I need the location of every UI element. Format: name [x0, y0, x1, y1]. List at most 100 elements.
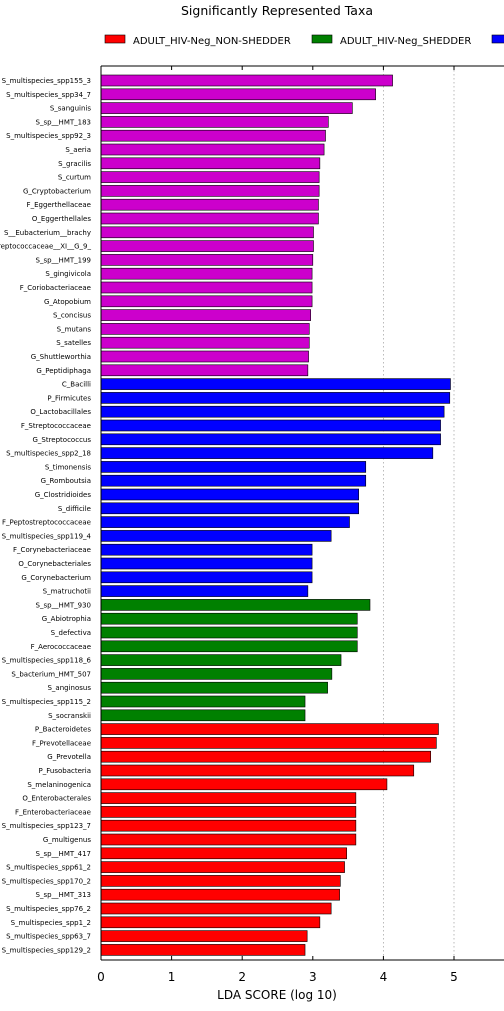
bar: [100, 198, 319, 211]
bar: [100, 392, 451, 404]
y-tick-label: F_Enterobacteriaceae: [15, 808, 91, 816]
legend-swatch: [491, 34, 504, 44]
y-tick-label: G_Clostridioides: [35, 491, 92, 499]
y-tick-label: S_matruchotii: [43, 588, 91, 596]
y-tick-label: S_multispecies_spp2_18: [6, 450, 91, 458]
bar: [100, 792, 357, 804]
y-tick-label: S_multispecies_spp34_7: [6, 91, 91, 99]
bar: [100, 806, 357, 818]
x-tick-label: 5: [450, 970, 458, 984]
y-tick-label: S_sanguinis: [50, 105, 92, 113]
y-tick-label: F_Streptococcaceae: [21, 422, 91, 430]
bar: [100, 502, 359, 515]
y-tick-label: Peptostreptococcaceae__XI__G_9_: [0, 243, 91, 251]
bar: [100, 612, 358, 625]
bar: [100, 254, 314, 266]
bar: [100, 861, 345, 873]
bar: [100, 171, 320, 183]
y-tick-label: S_sp__HMT_183: [36, 118, 91, 126]
y-tick-label: G_Romboutsia: [41, 477, 91, 485]
y-tick-label: G_Corynebacterium: [21, 574, 91, 582]
y-tick-label: F_Peptostreptococcaceae: [2, 519, 91, 527]
legend-label: ADULT_HIV-Neg_NON-SHEDDER: [133, 36, 291, 47]
y-tick-label: S_multispecies_spp118_6: [2, 657, 92, 665]
y-tick-label: S_gingivicola: [45, 270, 91, 278]
y-tick-label: S_multispecies_spp1_2: [11, 919, 91, 927]
bar: [100, 336, 310, 349]
legend-label: ADULT_HIV-Neg_SHEDDER: [340, 36, 471, 47]
bar: [100, 681, 328, 694]
bar: [100, 157, 321, 170]
bar: [100, 212, 319, 225]
bar: [100, 240, 314, 252]
bars-group: [100, 74, 451, 956]
bar: [100, 378, 451, 390]
y-tick-label: G_Shuttleworthia: [31, 353, 91, 361]
y-tick-label: S__Eubacterium__brachy: [4, 229, 91, 237]
y-tick-label: S_satelles: [56, 339, 91, 347]
y-tick-label: F_Coriobacteriaceae: [20, 284, 91, 292]
y-tick-label: S_aeria: [65, 146, 91, 154]
y-tick-label: P_Fusobacteria: [39, 767, 91, 775]
bar: [100, 516, 350, 528]
bar: [100, 944, 306, 956]
bar: [100, 281, 313, 294]
grid-lines: [382, 66, 455, 960]
legend-swatch: [104, 34, 126, 44]
y-tick-label: S_multispecies_spp129_2: [2, 946, 91, 954]
bar: [100, 709, 306, 722]
y-tick-label: S_mutans: [57, 325, 92, 333]
bar: [100, 74, 393, 87]
y-tick-label: S_multispecies_spp76_2: [6, 905, 91, 913]
x-tick-label: 3: [309, 970, 317, 984]
bar: [100, 916, 321, 929]
y-tick-label: S_sp__HMT_313: [36, 891, 91, 899]
y-tick-label: G_Cryptobacterium: [23, 187, 91, 195]
y-tick-label: S_multispecies_spp61_2: [6, 864, 91, 872]
y-tick-label: O_Eggerthellales: [32, 215, 91, 223]
bar: [100, 557, 313, 570]
y-tick-label: S_timonensis: [45, 463, 92, 471]
bar: [100, 116, 329, 128]
y-tick-label: G_Abiotrophia: [42, 615, 91, 623]
bar: [100, 129, 326, 142]
y-tick-label: P_Bacteroidetes: [35, 726, 91, 734]
bar: [100, 323, 310, 335]
y-tick-label: O_Enterobacterales: [22, 795, 91, 803]
bar: [100, 143, 325, 156]
bar: [100, 447, 434, 459]
bar: [100, 185, 320, 197]
bar: [100, 585, 309, 597]
y-tick-label: S_multispecies_spp170_2: [2, 877, 91, 885]
y-tick-label: S_multispecies_spp115_2: [2, 698, 91, 706]
x-axis-label: LDA SCORE (log 10): [217, 988, 337, 1002]
y-tick-label: G_Peptidiphaga: [36, 367, 91, 375]
y-tick-label: S_multispecies_spp155_3: [2, 77, 91, 85]
y-tick-label: C_Bacilli: [62, 381, 91, 389]
bar: [100, 226, 314, 239]
chart-title: Significantly Represented Taxa: [181, 3, 373, 18]
y-tick-label: S_difficile: [58, 505, 91, 513]
bar: [100, 764, 415, 777]
bar: [100, 350, 309, 363]
y-tick-label: G_Streptococcus: [32, 436, 91, 444]
bar: [100, 723, 439, 735]
bar: [100, 695, 306, 708]
y-tick-label: S_multispecies_spp119_4: [2, 532, 92, 540]
bar: [100, 654, 342, 666]
bar: [100, 875, 341, 887]
bar: [100, 405, 445, 418]
y-tick-label: S_concisus: [53, 312, 91, 320]
bar: [100, 88, 376, 101]
y-tick-label: S_multispecies_spp123_7: [2, 822, 91, 830]
x-tick-label: 1: [168, 970, 176, 984]
y-tick-label: S_multispecies_spp63_7: [6, 933, 91, 941]
y-tick-label: F_Corynebacteriaceae: [13, 546, 91, 554]
y-tick-label: G_Prevotella: [47, 753, 91, 761]
y-tick-label: S_bacterium_HMT_507: [11, 670, 91, 678]
bar: [100, 364, 309, 377]
bar: [100, 102, 353, 114]
x-ticks: 0 1 2 3 4 5: [97, 66, 458, 984]
bar: [100, 571, 313, 584]
bar: [100, 640, 358, 653]
